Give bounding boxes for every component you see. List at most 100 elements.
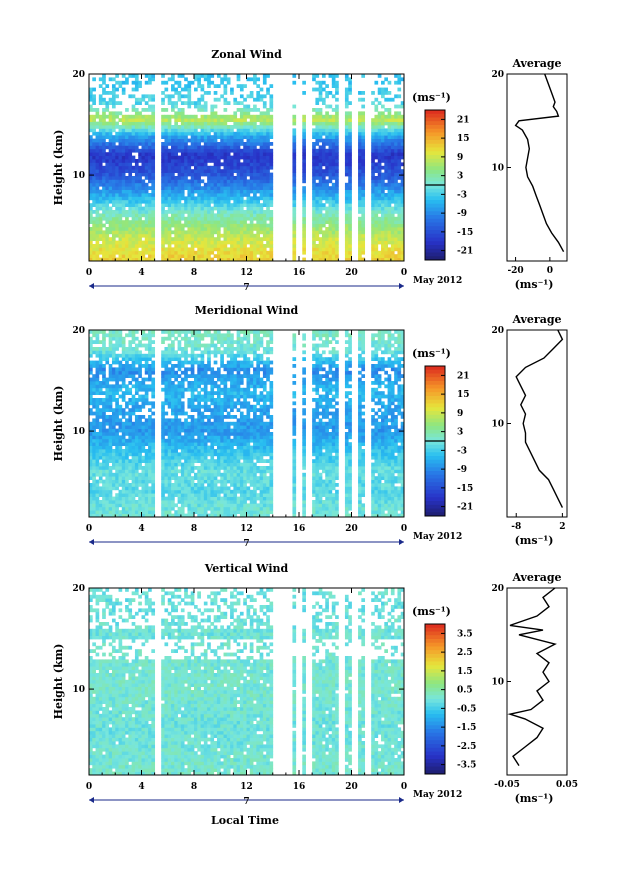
heatmap-cell	[102, 169, 106, 173]
heatmap-cell	[125, 169, 129, 173]
heatmap-cell	[384, 213, 388, 218]
heatmap-cell	[95, 367, 100, 372]
heatmap-cell	[108, 131, 113, 136]
heatmap-cell	[177, 128, 182, 133]
colorbar-segment	[425, 136, 445, 141]
heatmap-cell	[92, 254, 96, 258]
heatmap-cell	[371, 203, 375, 207]
heatmap-cell	[233, 182, 238, 187]
heatmap-cell	[321, 145, 326, 150]
heatmap-cell	[128, 333, 133, 338]
heatmap-cell	[331, 247, 336, 252]
heatmap-cell	[121, 250, 126, 255]
heatmap-cell	[98, 179, 103, 184]
heatmap-cell	[266, 250, 270, 255]
heatmap-cell	[171, 142, 175, 146]
heatmap-cell	[397, 159, 402, 163]
heatmap-cell	[292, 172, 297, 177]
heatmap-cell	[253, 97, 257, 102]
heatmap-cell	[134, 483, 139, 487]
heatmap-cell	[223, 77, 228, 82]
heatmap-cell	[174, 104, 178, 109]
heatmap-cell	[161, 250, 165, 255]
heatmap-cell	[174, 227, 178, 231]
heatmap-cell	[167, 128, 172, 133]
heatmap-cell	[397, 203, 402, 207]
heatmap-cell	[128, 401, 133, 406]
heatmap-cell	[105, 408, 110, 412]
heatmap-cell	[381, 213, 385, 218]
heatmap-cell	[190, 193, 195, 197]
heatmap-cell	[177, 435, 182, 440]
heatmap-cell	[148, 438, 152, 443]
heatmap-cell	[394, 152, 398, 156]
heatmap-cell	[180, 404, 185, 409]
heatmap-cell	[134, 230, 139, 235]
heatmap-cell	[144, 377, 149, 382]
heatmap-cell	[312, 152, 316, 156]
heatmap-cell	[253, 138, 257, 143]
heatmap-cell	[318, 182, 323, 187]
heatmap-cell	[115, 449, 119, 453]
heatmap-cell	[125, 193, 129, 197]
heatmap-cell	[95, 330, 100, 334]
heatmap-cell	[98, 367, 103, 372]
heatmap-cell	[141, 206, 146, 211]
heatmap-cell	[216, 169, 221, 173]
heatmap-cell	[144, 360, 149, 365]
heatmap-cell	[174, 206, 178, 211]
heatmap-cell	[134, 179, 139, 184]
heatmap-cell	[335, 128, 339, 133]
heatmap-cell	[384, 240, 388, 245]
heatmap-cell	[190, 196, 195, 201]
x-tick-label: 20	[345, 268, 358, 278]
heatmap-cell	[98, 114, 103, 119]
heatmap-cell	[98, 503, 103, 508]
heatmap-cell	[105, 449, 110, 453]
heatmap-cell	[161, 179, 165, 184]
heatmap-cell	[262, 155, 267, 160]
heatmap-cell	[348, 84, 352, 88]
heatmap-cell	[315, 186, 320, 190]
heatmap-cell	[105, 428, 110, 433]
heatmap-cell	[95, 513, 100, 518]
heatmap-cell	[233, 186, 238, 190]
heatmap-cell	[118, 145, 123, 150]
heatmap-cell	[384, 91, 388, 95]
heatmap-cell	[138, 250, 142, 255]
heatmap-cell	[335, 176, 339, 180]
heatmap-cell	[118, 250, 123, 255]
heatmap-cell	[95, 398, 100, 402]
heatmap-cell	[348, 162, 352, 167]
heatmap-cell	[321, 148, 326, 153]
heatmap-cell	[223, 87, 228, 92]
heatmap-cell	[223, 165, 228, 170]
heatmap-cell	[98, 155, 103, 160]
heatmap-cell	[371, 179, 375, 184]
heatmap-cell	[138, 387, 142, 392]
heatmap-cell	[131, 125, 136, 129]
heatmap-cell	[128, 196, 133, 201]
heatmap-cell	[318, 179, 323, 184]
heatmap-cell	[151, 210, 156, 214]
heatmap-cell	[92, 172, 96, 177]
heatmap-cell	[171, 333, 175, 338]
heatmap-cell	[321, 250, 326, 255]
heatmap-cell	[344, 159, 349, 163]
heatmap-cell	[151, 479, 156, 484]
heatmap-cell	[220, 131, 224, 136]
heatmap-cell	[151, 483, 156, 487]
heatmap-cell	[381, 176, 385, 180]
heatmap-cell	[151, 452, 156, 457]
heatmap-cell	[190, 172, 195, 177]
heatmap-cell	[141, 469, 146, 474]
heatmap-cell	[131, 503, 136, 508]
heatmap-cell	[331, 230, 336, 235]
heatmap-cell	[226, 118, 231, 122]
heatmap-cell	[128, 330, 133, 334]
heatmap-cell	[108, 374, 113, 378]
heatmap-cell	[108, 172, 113, 177]
heatmap-cell	[161, 193, 165, 197]
heatmap-cell	[102, 449, 106, 453]
